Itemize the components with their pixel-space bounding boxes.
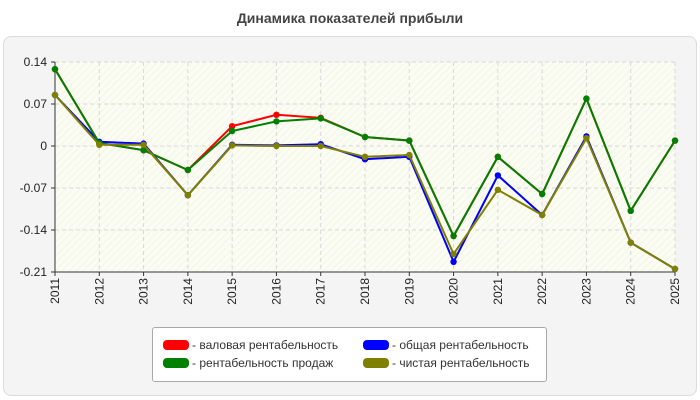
data-point	[538, 190, 546, 198]
data-point	[273, 118, 280, 125]
x-tick-label: 2011	[48, 278, 62, 304]
x-tick-label: 2016	[269, 278, 283, 305]
series-2	[51, 66, 679, 240]
data-point	[96, 141, 103, 148]
x-tick-label: 2022	[535, 278, 549, 305]
y-tick-label: -0.07	[20, 181, 48, 195]
data-point	[583, 95, 590, 102]
data-point	[538, 211, 546, 219]
legend-label-net: - чистая рентабельность	[392, 356, 530, 370]
data-point	[361, 153, 369, 160]
series-3	[51, 91, 679, 273]
data-point	[406, 151, 413, 159]
data-point	[627, 207, 634, 214]
x-tick-label: 2023	[579, 278, 593, 305]
legend-swatch-sales	[163, 358, 189, 368]
series-lines	[51, 66, 679, 273]
data-point	[317, 142, 324, 150]
y-tick-label: -0.14	[20, 223, 48, 237]
data-point	[184, 192, 192, 199]
data-point	[450, 250, 457, 258]
x-tick-label: 2025	[668, 278, 682, 305]
x-tick-label: 2014	[181, 278, 195, 305]
legend-swatch-total	[363, 340, 389, 350]
legend-swatch-net	[363, 358, 389, 368]
x-tick-label: 2018	[358, 278, 372, 305]
legend-label-gross: - валовая рентабельность	[192, 338, 339, 352]
legend-label-sales: - рентабельность продаж	[192, 356, 334, 370]
x-tick-label: 2015	[225, 278, 239, 305]
data-point	[273, 142, 280, 150]
data-point	[228, 123, 236, 130]
x-tick-label: 2017	[314, 278, 328, 305]
x-tick-label: 2012	[92, 278, 106, 305]
y-tick-label: -0.21	[20, 265, 48, 279]
legend: - валовая рентабельность - общая рентабе…	[152, 327, 547, 382]
data-point	[361, 133, 369, 141]
x-tick-label: 2021	[491, 278, 505, 305]
data-point	[671, 137, 679, 144]
y-tick-label: 0.14	[24, 55, 48, 69]
x-tick-label: 2024	[624, 278, 638, 305]
data-point	[228, 127, 236, 135]
legend-label-total: - общая рентабельность	[392, 338, 529, 352]
data-point	[450, 258, 457, 265]
data-point	[273, 111, 280, 119]
data-point	[494, 153, 502, 160]
legend-item-net: - чистая рентабельность	[363, 356, 530, 370]
legend-item-sales: - рентабельность продаж	[163, 356, 333, 370]
data-point	[140, 147, 147, 154]
data-point	[406, 137, 413, 144]
data-point	[51, 91, 59, 99]
data-point	[671, 265, 679, 273]
legend-item-gross: - валовая рентабельность	[163, 338, 338, 352]
data-point	[450, 232, 457, 240]
data-point	[51, 66, 59, 73]
chart-title: Динамика показателей прибыли	[236, 10, 464, 26]
data-point	[583, 135, 590, 142]
legend-item-total: - общая рентабельность	[363, 338, 529, 352]
y-tick-label: 0	[40, 139, 47, 153]
data-point	[627, 239, 634, 246]
data-point	[228, 142, 236, 149]
data-point	[140, 141, 147, 148]
x-tick-label: 2019	[402, 278, 416, 305]
data-point	[184, 166, 192, 174]
x-tick-label: 2020	[447, 278, 461, 305]
legend-swatch-gross	[163, 340, 189, 350]
data-point	[494, 172, 502, 179]
data-point	[317, 115, 324, 122]
x-tick-label: 2013	[137, 278, 151, 305]
data-point	[494, 186, 502, 193]
y-tick-label: 0.07	[24, 97, 48, 111]
